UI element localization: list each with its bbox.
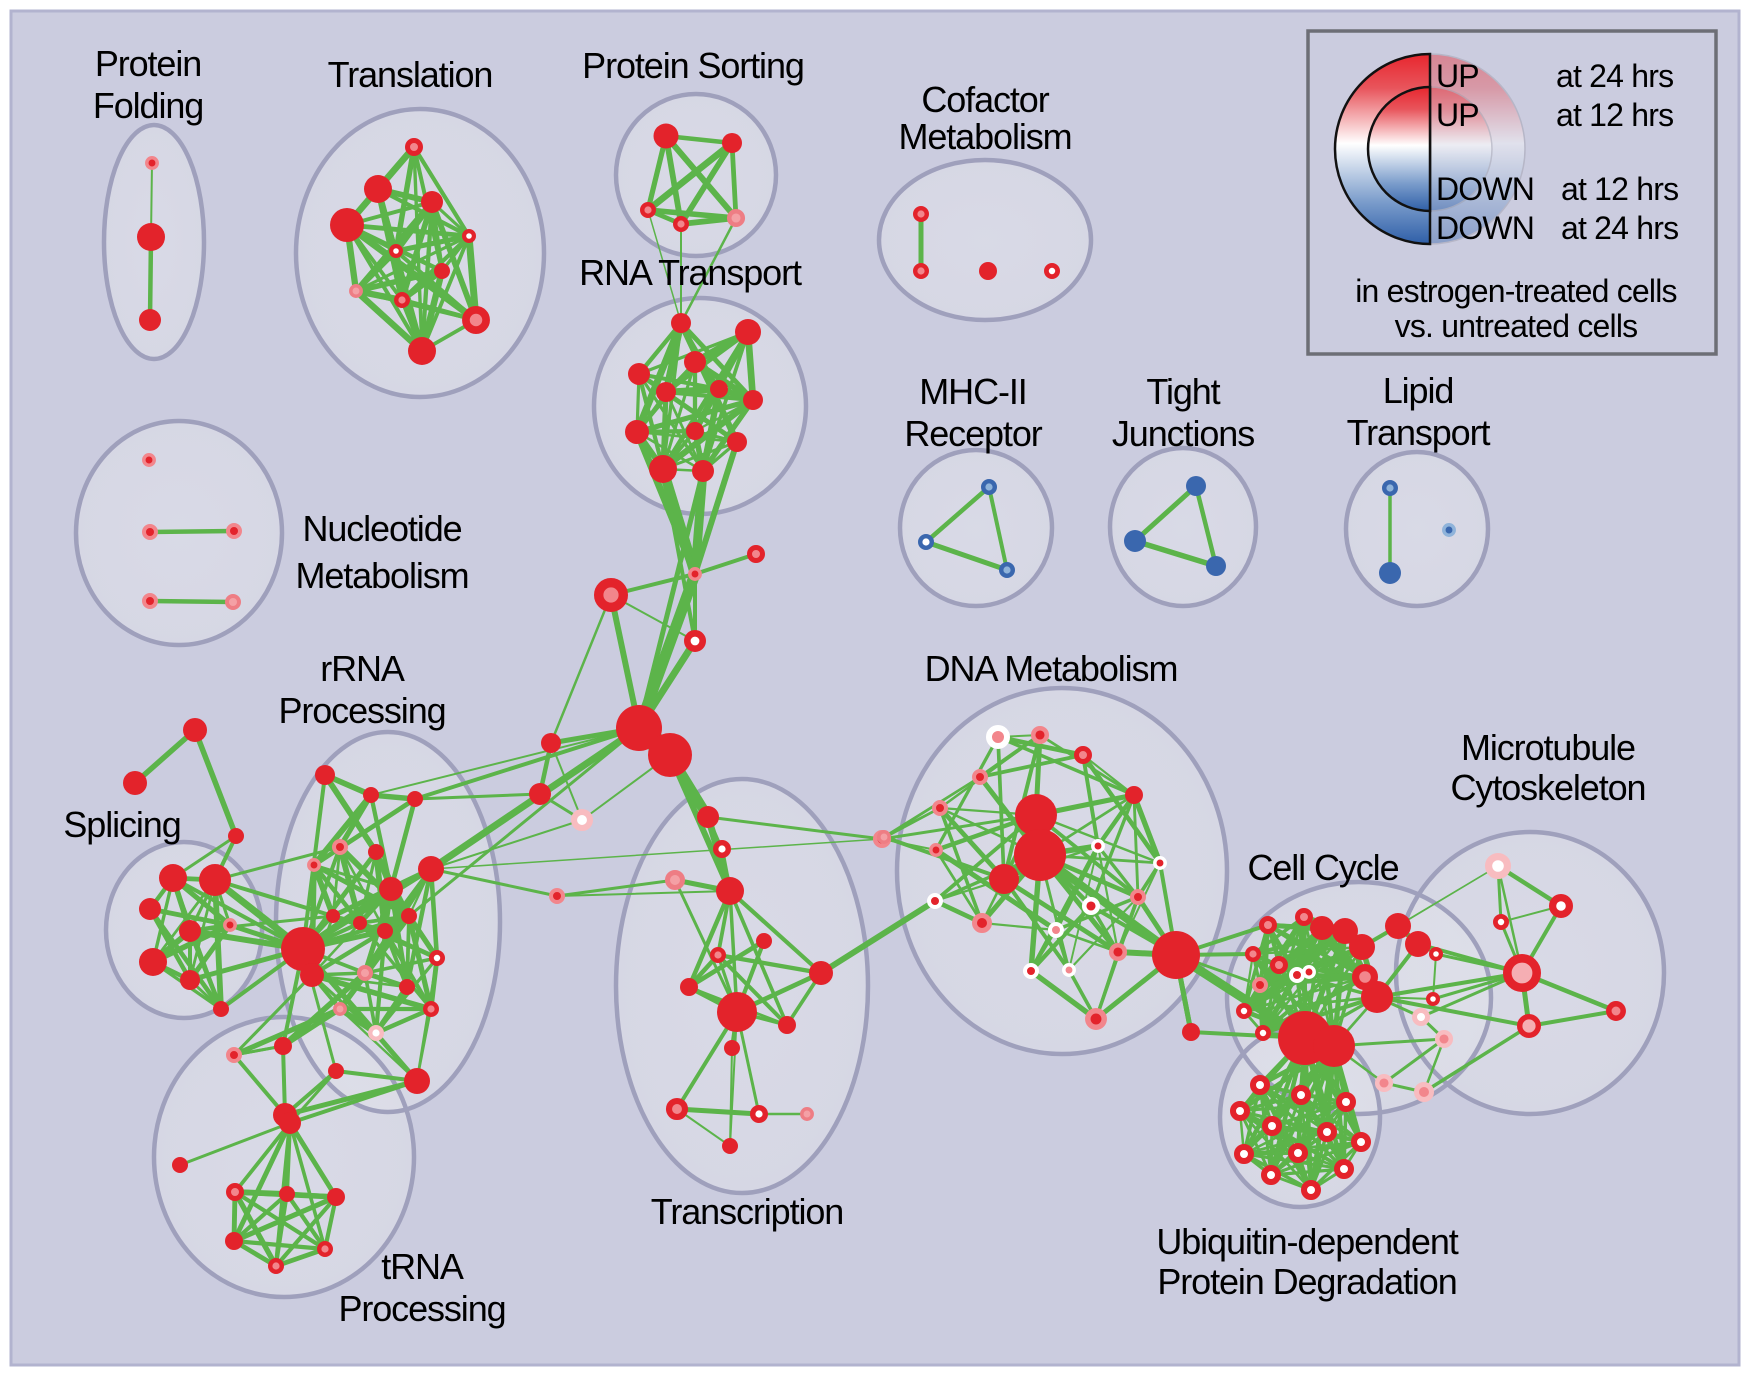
svg-text:Ubiquitin-dependent: Ubiquitin-dependent	[1156, 1221, 1458, 1262]
svg-text:Cytoskeleton: Cytoskeleton	[1451, 767, 1646, 808]
svg-text:rRNA: rRNA	[320, 648, 405, 689]
svg-text:Transcription: Transcription	[651, 1191, 843, 1232]
svg-text:vs. untreated cells: vs. untreated cells	[1395, 308, 1638, 344]
svg-text:Protein Degradation: Protein Degradation	[1157, 1261, 1456, 1302]
svg-text:tRNA: tRNA	[381, 1246, 464, 1287]
svg-text:in estrogen-treated cells: in estrogen-treated cells	[1355, 273, 1677, 309]
svg-text:Transport: Transport	[1347, 412, 1491, 453]
svg-text:UP: UP	[1436, 97, 1479, 133]
svg-text:Protein Sorting: Protein Sorting	[582, 45, 804, 86]
svg-text:Cofactor: Cofactor	[921, 79, 1049, 120]
svg-text:at 24 hrs: at 24 hrs	[1561, 210, 1678, 246]
svg-text:at 24 hrs: at 24 hrs	[1556, 58, 1673, 94]
svg-text:Processing: Processing	[338, 1288, 505, 1329]
svg-text:Receptor: Receptor	[904, 413, 1042, 454]
svg-text:Metabolism: Metabolism	[898, 116, 1071, 157]
svg-text:Cell Cycle: Cell Cycle	[1247, 847, 1398, 888]
svg-text:DOWN: DOWN	[1436, 171, 1534, 207]
svg-text:Splicing: Splicing	[63, 804, 180, 845]
svg-text:at 12 hrs: at 12 hrs	[1561, 171, 1678, 207]
svg-text:Folding: Folding	[93, 85, 203, 126]
svg-text:Protein: Protein	[95, 43, 201, 84]
svg-text:Nucleotide: Nucleotide	[302, 508, 461, 549]
svg-text:Junctions: Junctions	[1112, 413, 1254, 454]
svg-text:DNA Metabolism: DNA Metabolism	[925, 648, 1178, 689]
svg-text:Microtubule: Microtubule	[1461, 727, 1635, 768]
svg-text:MHC-II: MHC-II	[919, 371, 1026, 412]
svg-text:DOWN: DOWN	[1436, 210, 1534, 246]
svg-text:Processing: Processing	[278, 690, 445, 731]
svg-text:UP: UP	[1436, 58, 1479, 94]
svg-text:Translation: Translation	[328, 54, 493, 95]
svg-text:RNA Transport: RNA Transport	[579, 252, 802, 293]
svg-text:Metabolism: Metabolism	[295, 555, 468, 596]
svg-text:Tight: Tight	[1146, 371, 1220, 412]
svg-text:at 12 hrs: at 12 hrs	[1556, 97, 1673, 133]
svg-text:Lipid: Lipid	[1383, 370, 1454, 411]
